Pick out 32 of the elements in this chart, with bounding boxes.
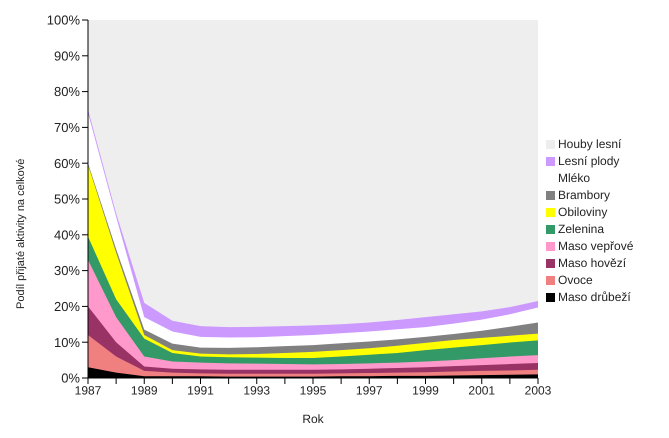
legend-label: Lesní plody	[558, 154, 620, 168]
legend-label: Maso vepřové	[558, 239, 634, 253]
x-tick-label: 1989	[130, 384, 158, 398]
legend-label: Maso hovězí	[558, 256, 626, 270]
y-tick-label: 40%	[54, 227, 80, 242]
x-tick-label: 1995	[300, 384, 327, 398]
x-tick-label: 1999	[412, 384, 440, 398]
legend-label: Maso drůbeží	[558, 290, 631, 304]
x-tick-label: 1987	[74, 384, 102, 398]
legend-label: Brambory	[558, 188, 610, 202]
legend-label: Houby lesní	[558, 137, 622, 151]
x-tick-label: 2001	[468, 384, 496, 398]
text: Mléko	[558, 171, 590, 185]
x-tick-label: 1993	[243, 384, 270, 398]
y-tick-label: 90%	[54, 48, 80, 64]
legend-label: Zelenina	[558, 222, 604, 236]
y-tick-label: 60%	[54, 156, 80, 171]
y-tick-label: 10%	[54, 334, 80, 350]
y-tick-label: 20%	[54, 299, 80, 314]
x-tick-label: 2003	[524, 384, 552, 398]
y-tick-label: 100%	[46, 12, 80, 28]
y-tick-label: 0%	[61, 370, 80, 386]
legend-label: Obiloviny	[558, 205, 608, 219]
y-tick-label: 70%	[54, 120, 80, 136]
x-tick-label: 1991	[187, 384, 214, 398]
legend-label: Ovoce	[558, 273, 593, 287]
x-axis-title: Rok	[302, 412, 325, 426]
y-tick-label: 30%	[54, 263, 80, 278]
y-tick-label: 50%	[54, 192, 80, 207]
y-tick-label: 80%	[54, 84, 80, 100]
x-tick-label: 1997	[356, 384, 383, 398]
y-axis-title: Podíl přijaté aktivity na celkové	[14, 158, 27, 309]
